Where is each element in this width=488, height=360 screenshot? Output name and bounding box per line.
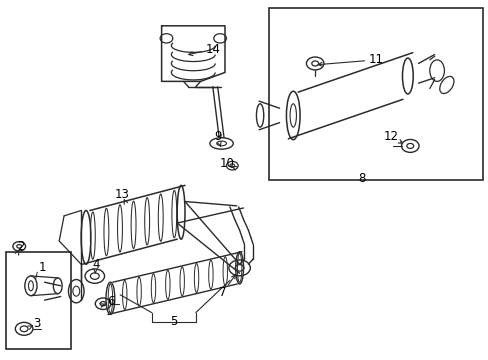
Text: 11: 11: [368, 53, 383, 66]
Text: 9: 9: [213, 130, 221, 144]
Text: 14: 14: [205, 42, 220, 55]
Bar: [268, 8, 483, 180]
Text: 8: 8: [357, 172, 365, 185]
Text: 13: 13: [114, 188, 129, 201]
Text: 12: 12: [383, 130, 397, 144]
Text: 1: 1: [39, 261, 46, 274]
Text: 3: 3: [34, 317, 41, 330]
Text: 2: 2: [18, 240, 25, 253]
Bar: [5, 252, 71, 348]
Text: 10: 10: [220, 157, 234, 170]
Text: 7: 7: [218, 287, 226, 300]
Text: 6: 6: [106, 296, 114, 309]
Text: 4: 4: [92, 258, 100, 271]
Text: 5: 5: [170, 315, 177, 328]
